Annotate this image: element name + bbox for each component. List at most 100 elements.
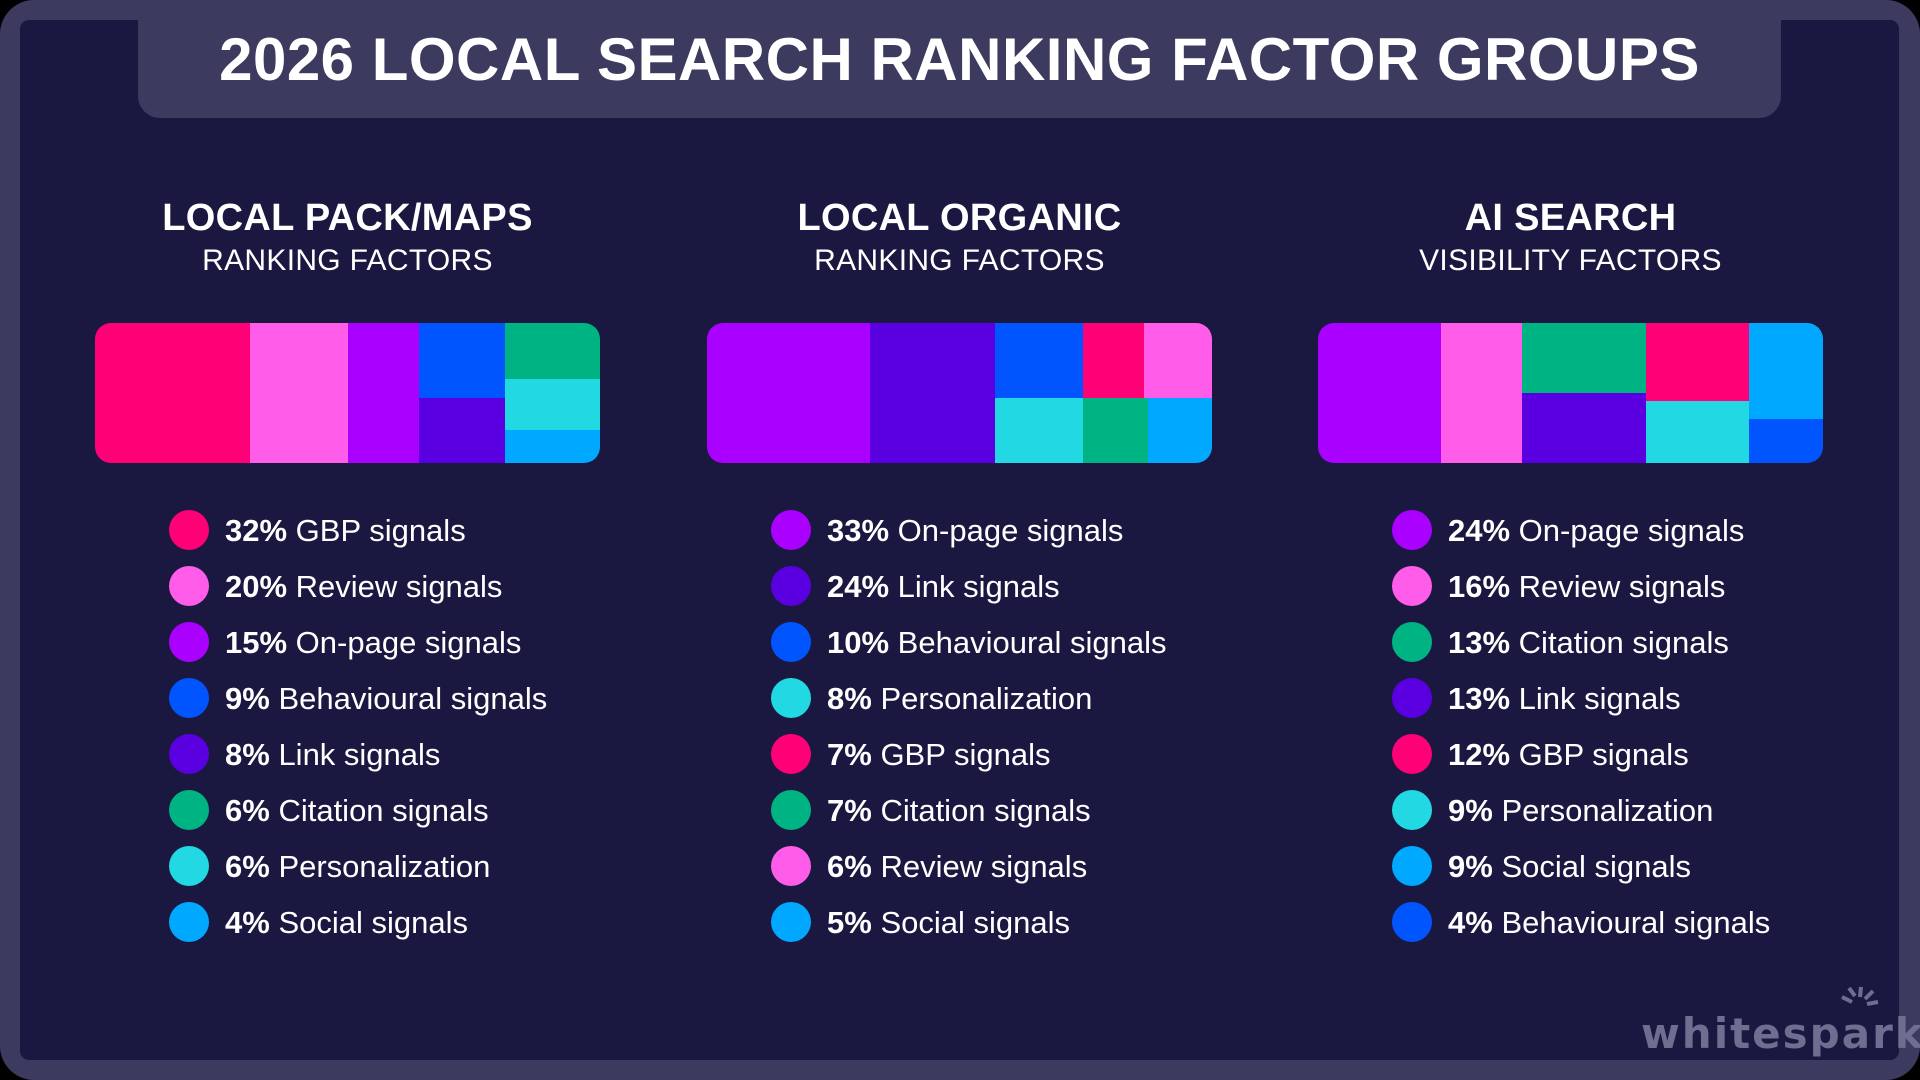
legend-dot-icon [771,510,811,550]
treemap-cell-review [250,323,348,463]
legend-item: 6% Personalization [169,844,490,888]
legend-label: Behavioural signals [278,680,548,716]
legend-percent: 9% [225,680,270,716]
legend-item: 32% GBP signals [169,508,466,552]
legend-item: 9% Personalization [1392,788,1713,832]
legend-label: Link signals [1518,680,1681,716]
treemap-cell-social [505,430,600,463]
legend-percent: 6% [225,792,270,828]
legend-dot-icon [1392,846,1432,886]
legend-label: Review signals [880,848,1088,884]
treemap-cell-personalization [505,379,600,430]
treemap-cell-link [1522,393,1646,463]
legend-dot-icon [1392,734,1432,774]
legend-label: Behavioural signals [1501,904,1771,940]
legend-label: Personalization [278,848,491,884]
legend-label: Citation signals [880,792,1091,828]
legend-dot-icon [169,734,209,774]
legend-percent: 8% [827,680,872,716]
legend-item: 33% On-page signals [771,508,1123,552]
legend-label: Link signals [278,736,441,772]
legend-label: Personalization [1501,792,1714,828]
legend-dot-icon [1392,790,1432,830]
legend-label: On-page signals [295,624,522,660]
legend-label: Review signals [295,568,503,604]
content-panel [20,20,1899,1060]
legend-label: GBP signals [1518,736,1689,772]
column-title: LOCAL ORGANIC [797,197,1122,239]
legend-dot-icon [771,846,811,886]
legend-label: GBP signals [295,512,466,548]
treemap-cell-behavioural [995,323,1083,398]
legend-dot-icon [169,510,209,550]
legend-dot-icon [771,566,811,606]
treemap-ai-search [1318,323,1823,463]
legend-percent: 33% [827,512,890,548]
legend-dot-icon [1392,678,1432,718]
legend-item: 6% Citation signals [169,788,489,832]
legend-item: 7% Citation signals [771,788,1091,832]
treemap-local-organic [707,323,1212,463]
legend-label: On-page signals [1518,512,1745,548]
legend-label: Behavioural signals [897,624,1167,660]
legend-dot-icon [169,846,209,886]
whitespark-logo: whitespark [1641,986,1920,1055]
legend-percent: 4% [1448,904,1493,940]
treemap-cell-behavioural [419,323,505,398]
legend-item: 5% Social signals [771,900,1070,944]
legend-percent: 10% [827,624,890,660]
legend-percent: 13% [1448,624,1511,660]
legend-label: Social signals [880,904,1070,940]
legend-dot-icon [1392,510,1432,550]
column-subtitle: RANKING FACTORS [814,244,1105,277]
treemap-cell-onpage [1318,323,1441,463]
legend-dot-icon [1392,622,1432,662]
column-subtitle: VISIBILITY FACTORS [1419,244,1722,277]
legend-item: 13% Citation signals [1392,620,1729,664]
treemap-cell-citation [505,323,600,379]
column-heading: AI SEARCH VISIBILITY FACTORS [1318,196,1823,282]
legend-dot-icon [169,902,209,942]
legend-item: 15% On-page signals [169,620,521,664]
treemap-cell-citation [1083,398,1148,463]
column-heading: LOCAL ORGANIC RANKING FACTORS [707,196,1212,282]
treemap-cell-social [1749,323,1823,419]
legend-item: 4% Behavioural signals [1392,900,1770,944]
legend-percent: 24% [1448,512,1511,548]
treemap-cell-personalization [995,398,1083,463]
legend-item: 4% Social signals [169,900,468,944]
treemap-cell-review [1441,323,1522,463]
treemap-cell-personalization [1646,401,1749,463]
legend-item: 16% Review signals [1392,564,1725,608]
legend-percent: 6% [225,848,270,884]
legend-percent: 16% [1448,568,1511,604]
column-title: LOCAL PACK/MAPS [162,197,533,239]
legend-percent: 7% [827,736,872,772]
legend-item: 20% Review signals [169,564,502,608]
legend-percent: 4% [225,904,270,940]
treemap-cell-gbp [1083,323,1144,398]
legend-percent: 15% [225,624,288,660]
legend-percent: 20% [225,568,288,604]
legend-item: 12% GBP signals [1392,732,1689,776]
legend-percent: 6% [827,848,872,884]
legend-item: 8% Personalization [771,676,1092,720]
legend-item: 13% Link signals [1392,676,1681,720]
legend-label: Social signals [1501,848,1691,884]
legend-dot-icon [771,622,811,662]
legend-percent: 5% [827,904,872,940]
legend-dot-icon [169,566,209,606]
legend-label: Link signals [897,568,1060,604]
page-title: 2026 LOCAL SEARCH RANKING FACTOR GROUPS [219,26,1700,93]
legend-item: 7% GBP signals [771,732,1050,776]
treemap-cell-review [1144,323,1212,398]
legend-item: 6% Review signals [771,844,1087,888]
logo-wordmark: whitespark [1641,1009,1920,1058]
title-banner: 2026 LOCAL SEARCH RANKING FACTOR GROUPS [138,0,1781,118]
legend-percent: 12% [1448,736,1511,772]
treemap-cell-citation [1522,323,1646,393]
treemap-cell-link [419,398,505,463]
legend-percent: 24% [827,568,890,604]
legend-dot-icon [169,678,209,718]
